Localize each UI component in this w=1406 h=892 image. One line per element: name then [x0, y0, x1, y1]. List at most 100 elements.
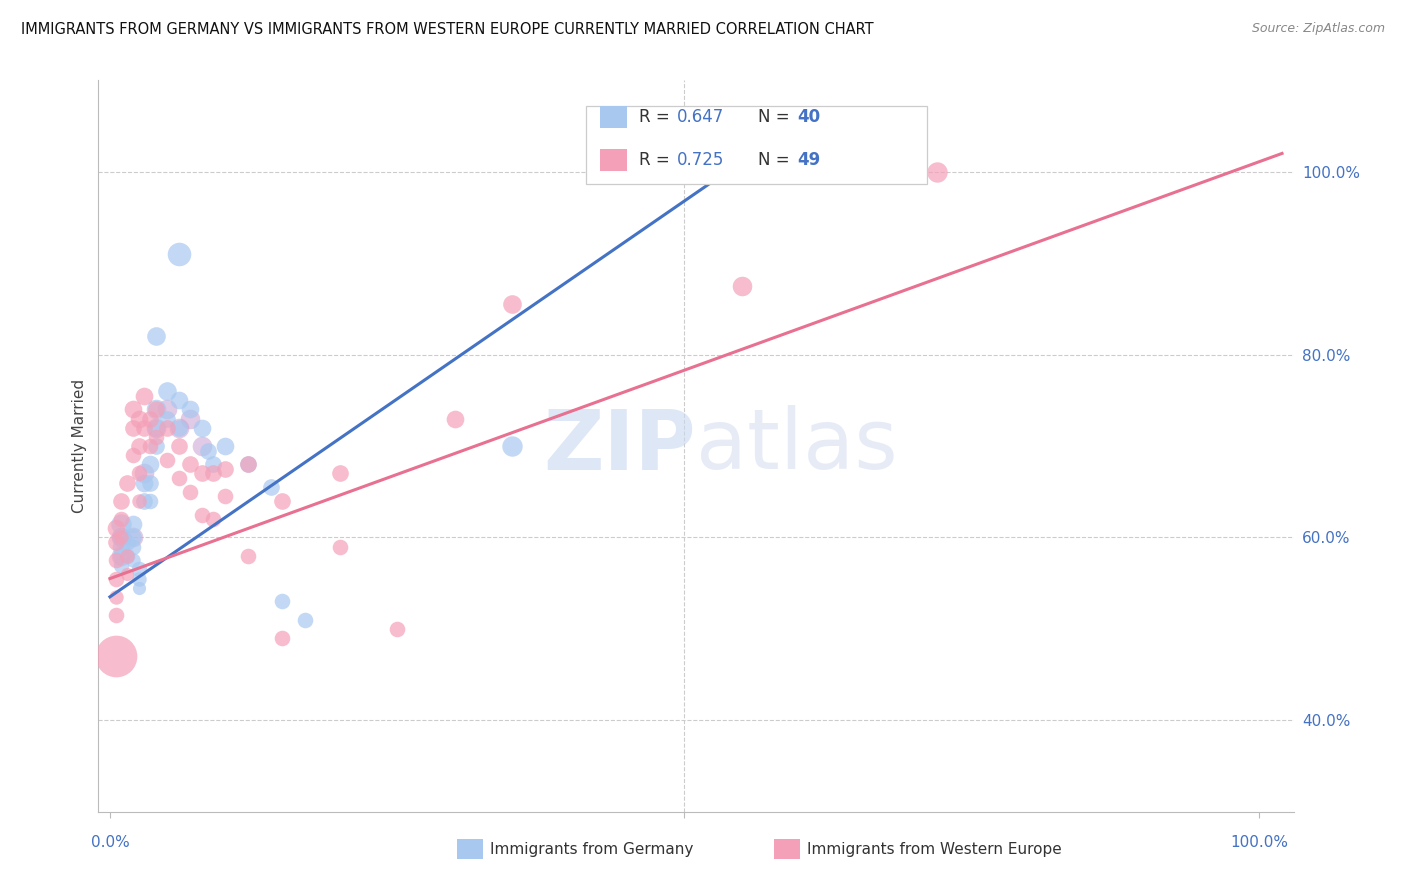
- Point: [156, 421, 179, 435]
- Point: [197, 443, 219, 458]
- Point: [145, 329, 167, 343]
- Point: [167, 471, 190, 485]
- Point: [145, 402, 167, 417]
- Point: [145, 421, 167, 435]
- Point: [104, 608, 127, 623]
- Point: [115, 475, 138, 490]
- Point: [191, 439, 214, 453]
- Point: [134, 389, 156, 403]
- Point: [179, 457, 201, 471]
- Text: R =: R =: [638, 151, 675, 169]
- Bar: [600, 106, 627, 128]
- Text: 0.647: 0.647: [676, 108, 724, 126]
- Point: [145, 430, 167, 444]
- Point: [139, 475, 162, 490]
- Bar: [457, 838, 484, 859]
- Bar: [600, 149, 627, 171]
- Point: [128, 439, 150, 453]
- Point: [385, 622, 409, 636]
- Point: [104, 535, 127, 549]
- Point: [128, 572, 150, 586]
- Point: [139, 457, 162, 471]
- Point: [134, 467, 156, 481]
- Point: [179, 484, 201, 499]
- Point: [145, 402, 167, 417]
- Text: 0.725: 0.725: [676, 151, 724, 169]
- Point: [501, 439, 523, 453]
- Point: [122, 530, 145, 544]
- Point: [115, 549, 138, 563]
- Point: [122, 402, 145, 417]
- Point: [128, 411, 150, 425]
- Text: 49: 49: [797, 151, 821, 169]
- Point: [156, 402, 179, 417]
- Point: [110, 494, 132, 508]
- Point: [167, 421, 190, 435]
- Point: [110, 516, 132, 531]
- Point: [139, 411, 162, 425]
- Point: [156, 384, 179, 399]
- Point: [731, 164, 754, 178]
- Text: 40: 40: [797, 108, 821, 126]
- Point: [122, 553, 145, 567]
- Point: [115, 535, 138, 549]
- Point: [110, 540, 132, 554]
- Point: [214, 439, 236, 453]
- Text: Immigrants from Western Europe: Immigrants from Western Europe: [807, 841, 1062, 856]
- Point: [104, 572, 127, 586]
- Point: [122, 421, 145, 435]
- Text: ZIP: ZIP: [544, 406, 696, 486]
- Point: [236, 549, 259, 563]
- Text: 0.0%: 0.0%: [90, 835, 129, 849]
- Point: [139, 439, 162, 453]
- Text: 100.0%: 100.0%: [1230, 835, 1288, 849]
- Point: [145, 439, 167, 453]
- Point: [260, 480, 283, 494]
- Point: [128, 467, 150, 481]
- Point: [294, 613, 316, 627]
- Text: R =: R =: [638, 108, 675, 126]
- Text: Source: ZipAtlas.com: Source: ZipAtlas.com: [1251, 22, 1385, 36]
- Point: [731, 279, 754, 293]
- Point: [191, 467, 214, 481]
- Point: [156, 411, 179, 425]
- Point: [122, 530, 145, 544]
- Point: [128, 562, 150, 576]
- Point: [139, 494, 162, 508]
- Text: IMMIGRANTS FROM GERMANY VS IMMIGRANTS FROM WESTERN EUROPE CURRENTLY MARRIED CORR: IMMIGRANTS FROM GERMANY VS IMMIGRANTS FR…: [21, 22, 873, 37]
- Point: [134, 421, 156, 435]
- Point: [329, 540, 352, 554]
- Point: [110, 530, 132, 544]
- Text: N =: N =: [758, 108, 794, 126]
- Point: [115, 567, 138, 582]
- Point: [134, 494, 156, 508]
- Point: [214, 489, 236, 503]
- Point: [202, 512, 225, 526]
- Point: [167, 393, 190, 408]
- Point: [179, 850, 201, 864]
- Point: [443, 411, 465, 425]
- Point: [167, 247, 190, 261]
- Point: [329, 467, 352, 481]
- Point: [104, 553, 127, 567]
- Point: [110, 549, 132, 563]
- Point: [122, 448, 145, 462]
- Point: [501, 297, 523, 311]
- Point: [271, 494, 294, 508]
- Point: [110, 530, 132, 544]
- Point: [104, 521, 127, 535]
- Point: [191, 421, 214, 435]
- FancyBboxPatch shape: [586, 106, 927, 184]
- Point: [110, 549, 132, 563]
- Text: N =: N =: [758, 151, 794, 169]
- Point: [115, 549, 138, 563]
- Point: [110, 530, 132, 544]
- Point: [214, 462, 236, 476]
- Point: [202, 457, 225, 471]
- Point: [271, 631, 294, 645]
- Point: [122, 516, 145, 531]
- Bar: [773, 838, 800, 859]
- Point: [134, 475, 156, 490]
- Point: [271, 594, 294, 608]
- Point: [191, 508, 214, 522]
